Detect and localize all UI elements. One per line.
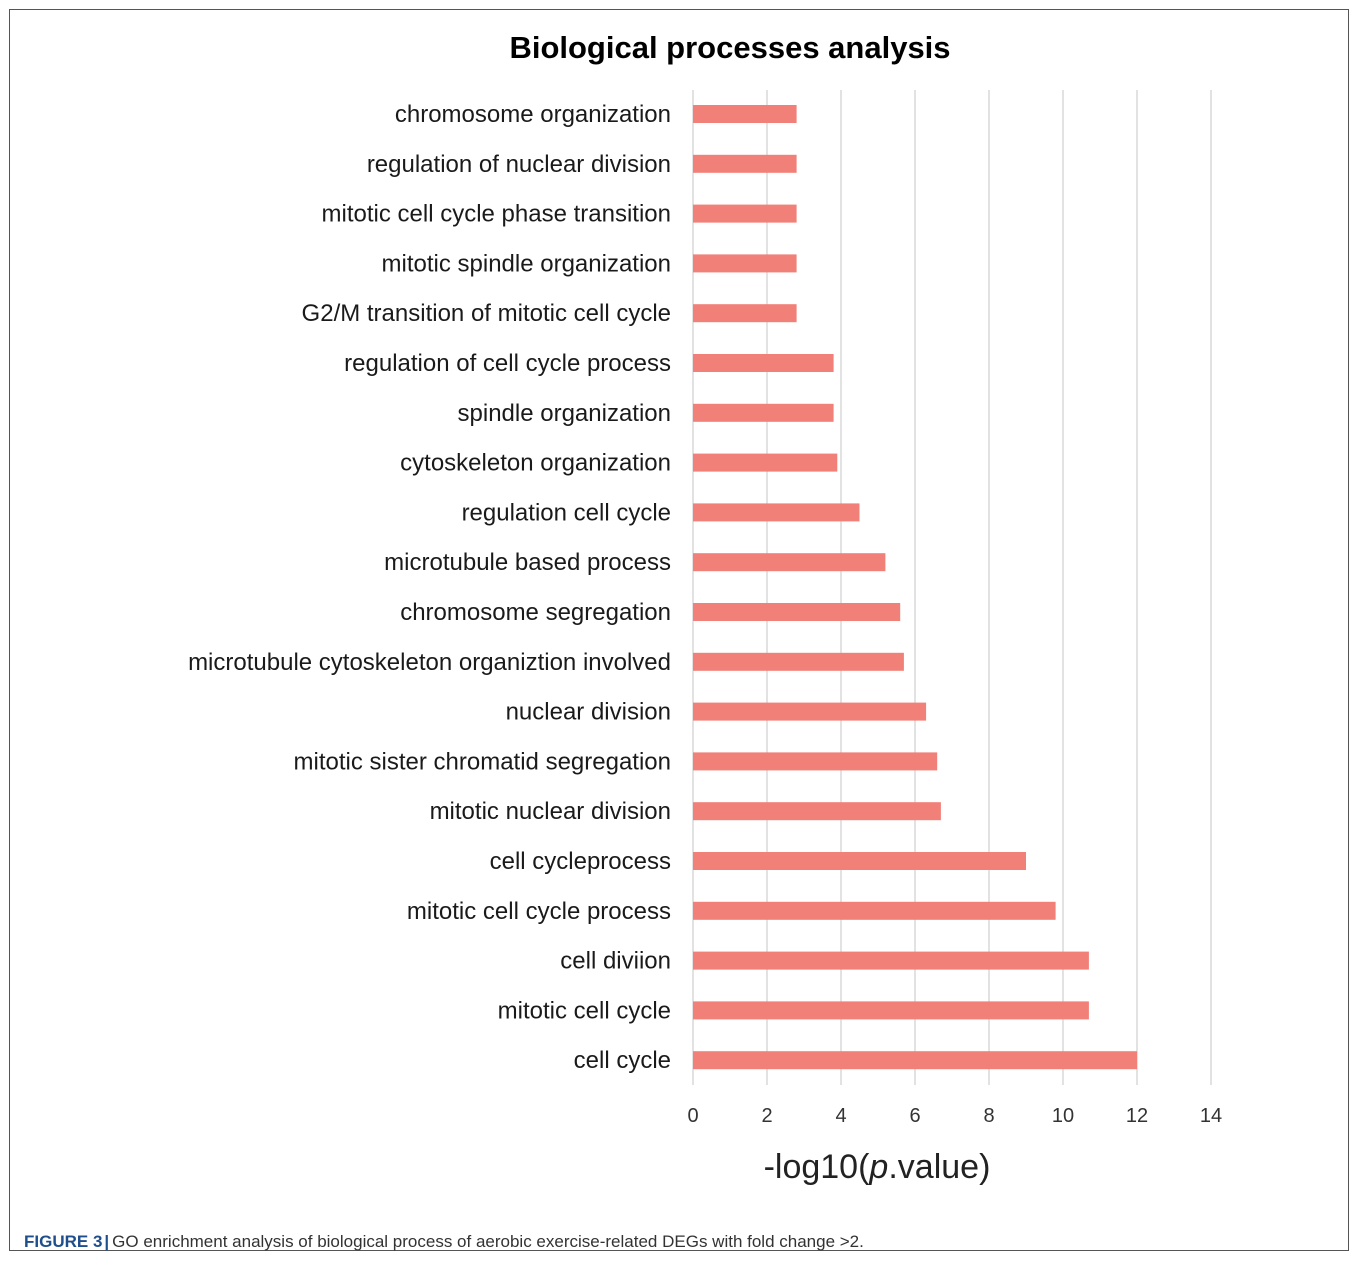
x-tick-label: 4 <box>835 1105 846 1127</box>
x-tick-label: 14 <box>1200 1105 1222 1127</box>
bar <box>693 802 941 821</box>
chart-title: Biological processes analysis <box>509 30 950 65</box>
x-tick-label: 6 <box>909 1105 920 1127</box>
x-tick-label: 10 <box>1052 1105 1074 1127</box>
category-label: chromosome segregation <box>400 599 671 626</box>
bars <box>693 105 1137 1070</box>
x-tick-label: 8 <box>983 1105 994 1127</box>
category-label: cytoskeleton organization <box>400 450 671 477</box>
category-label: mitotic cell cycle phase transition <box>322 201 671 228</box>
x-tick-labels: 0 2 4 6 8 10 12 14 <box>687 1105 1222 1127</box>
figure-frame <box>9 9 1349 1251</box>
category-label: regulation of cell cycle process <box>344 350 671 377</box>
x-tick-label: 2 <box>761 1105 772 1127</box>
bar <box>693 254 797 273</box>
category-label: mitotic nuclear division <box>430 798 671 825</box>
bar <box>693 553 886 572</box>
category-label: chromosome organization <box>395 101 671 128</box>
bar <box>693 204 797 223</box>
category-label: microtubule cytoskeleton organiztion inv… <box>188 649 671 676</box>
bar <box>693 453 838 472</box>
category-label: microtubule based process <box>384 549 671 576</box>
caption-label: FIGURE 3 <box>24 1232 103 1251</box>
category-label: mitotic cell cycle <box>498 997 671 1024</box>
x-tick-label: 0 <box>687 1105 698 1127</box>
bar <box>693 354 834 372</box>
gridlines <box>692 90 1212 1085</box>
bar <box>693 1001 1089 1020</box>
category-label: cell cycleprocess <box>490 848 671 875</box>
category-label: G2/M transition of mitotic cell cycle <box>302 300 671 327</box>
category-labels: chromosome organization regulation of nuc… <box>188 101 671 1074</box>
bar <box>693 304 797 323</box>
x-axis-label-suffix: .value) <box>888 1148 990 1186</box>
category-label: cell cycle <box>574 1047 671 1074</box>
bar <box>693 1051 1137 1070</box>
bar <box>693 154 797 173</box>
bar <box>693 403 834 422</box>
caption-separator: | <box>104 1232 110 1251</box>
category-label: mitotic cell cycle process <box>407 898 671 925</box>
bar <box>693 603 901 621</box>
category-label: mitotic sister chromatid segregation <box>294 748 671 775</box>
bar <box>693 951 1089 970</box>
bar <box>693 752 938 771</box>
category-label: mitotic spindle organization <box>382 250 672 277</box>
x-axis-label: -log10(p.value) <box>764 1148 991 1186</box>
category-label: spindle organization <box>458 400 671 427</box>
x-axis-label-italic: p <box>868 1148 888 1186</box>
bar <box>693 702 927 721</box>
caption-text: GO enrichment analysis of biological pro… <box>112 1232 864 1251</box>
category-label: cell diviion <box>560 948 671 975</box>
x-tick-label: 12 <box>1126 1105 1148 1127</box>
category-label: nuclear division <box>506 699 671 726</box>
x-axis-label-prefix: -log10( <box>764 1148 871 1186</box>
category-label: regulation of nuclear division <box>367 151 671 178</box>
category-label: regulation cell cycle <box>462 499 671 526</box>
figure-caption: FIGURE 3 | GO enrichment analysis of biolo… <box>24 1232 864 1252</box>
bar <box>693 652 904 671</box>
bar <box>693 852 1026 870</box>
bar <box>693 105 797 123</box>
bar <box>693 901 1056 920</box>
bar <box>693 503 860 522</box>
